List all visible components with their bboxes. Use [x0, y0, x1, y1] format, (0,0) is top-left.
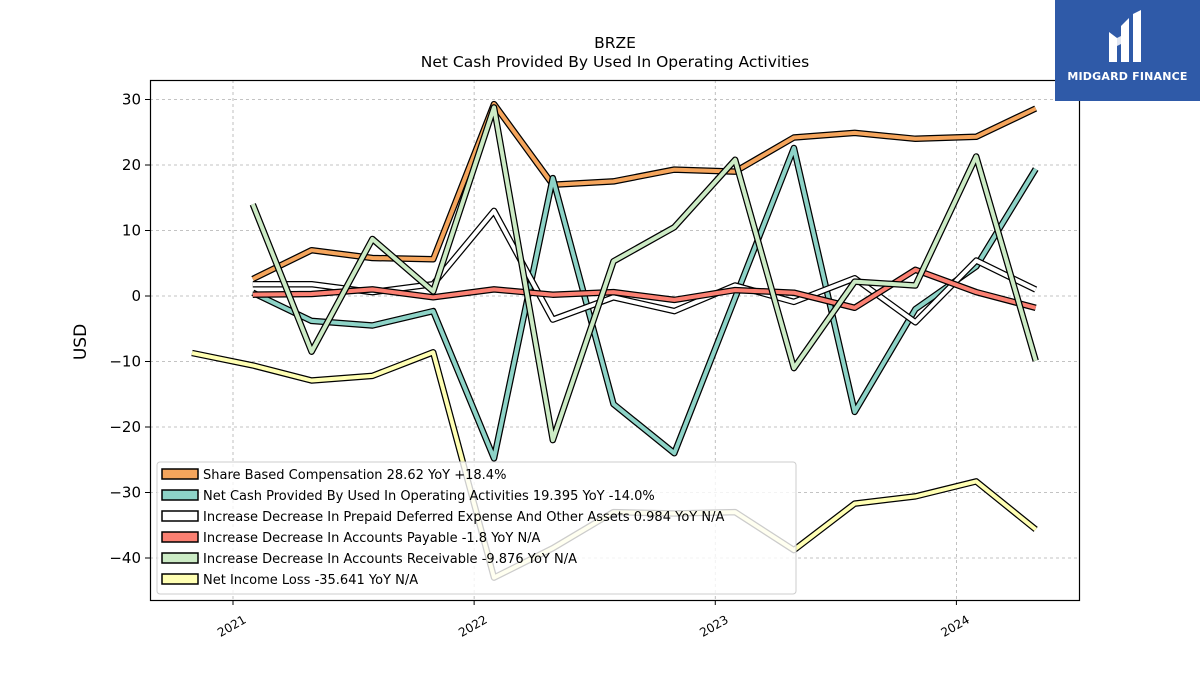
legend-swatch — [161, 573, 199, 585]
chart-subtitle: Net Cash Provided By Used In Operating A… — [421, 53, 809, 71]
y-tick-label: 30 — [122, 91, 141, 109]
y-tick-label: −30 — [109, 484, 141, 502]
legend-entry: Increase Decrease In Accounts Payable -1… — [203, 531, 541, 546]
y-tick-label: 0 — [131, 287, 141, 305]
x-tick-label: 2021 — [215, 612, 248, 639]
legend-entry: Increase Decrease In Accounts Receivable… — [203, 552, 577, 567]
legend-entry: Net Income Loss -35.641 YoY N/A — [203, 573, 418, 588]
legend-entry: Net Cash Provided By Used In Operating A… — [203, 489, 655, 504]
midgard-m-logo-icon — [1109, 10, 1141, 62]
brand-logo: MIDGARD FINANCE — [1055, 0, 1200, 101]
legend: Share Based Compensation 28.62 YoY +18.4… — [156, 461, 797, 595]
x-tick-label: 2024 — [938, 612, 971, 639]
series-line — [252, 267, 1037, 310]
legend-swatch — [161, 468, 199, 480]
legend-swatch — [161, 489, 199, 501]
y-tick-label: −40 — [109, 549, 141, 567]
legend-entry: Share Based Compensation 28.62 YoY +18.4… — [203, 468, 506, 483]
x-tick-label: 2023 — [697, 612, 730, 639]
series-line — [250, 105, 1038, 443]
series-lines — [191, 100, 1039, 581]
y-tick-label: 20 — [122, 156, 141, 174]
y-tick-label: −10 — [109, 353, 141, 371]
x-tick-label: 2022 — [456, 612, 489, 639]
series-line-outline — [251, 100, 1038, 282]
y-tick-label: −20 — [109, 418, 141, 436]
y-tick-label: 10 — [122, 222, 141, 240]
legend-box — [156, 461, 797, 595]
plot-frame — [149, 79, 1081, 602]
legend-entry: Increase Decrease In Prepaid Deferred Ex… — [203, 510, 724, 525]
legend-swatch — [161, 510, 199, 522]
series-line — [251, 146, 1038, 461]
brand-logo-text: MIDGARD FINANCE — [1067, 70, 1188, 83]
legend-swatch — [161, 531, 199, 543]
series-line — [251, 102, 1037, 281]
series-line-outline — [249, 104, 1039, 444]
chart-title: BRZE — [594, 34, 636, 52]
legend-swatch — [161, 552, 199, 564]
y-axis-label: USD — [71, 324, 91, 360]
